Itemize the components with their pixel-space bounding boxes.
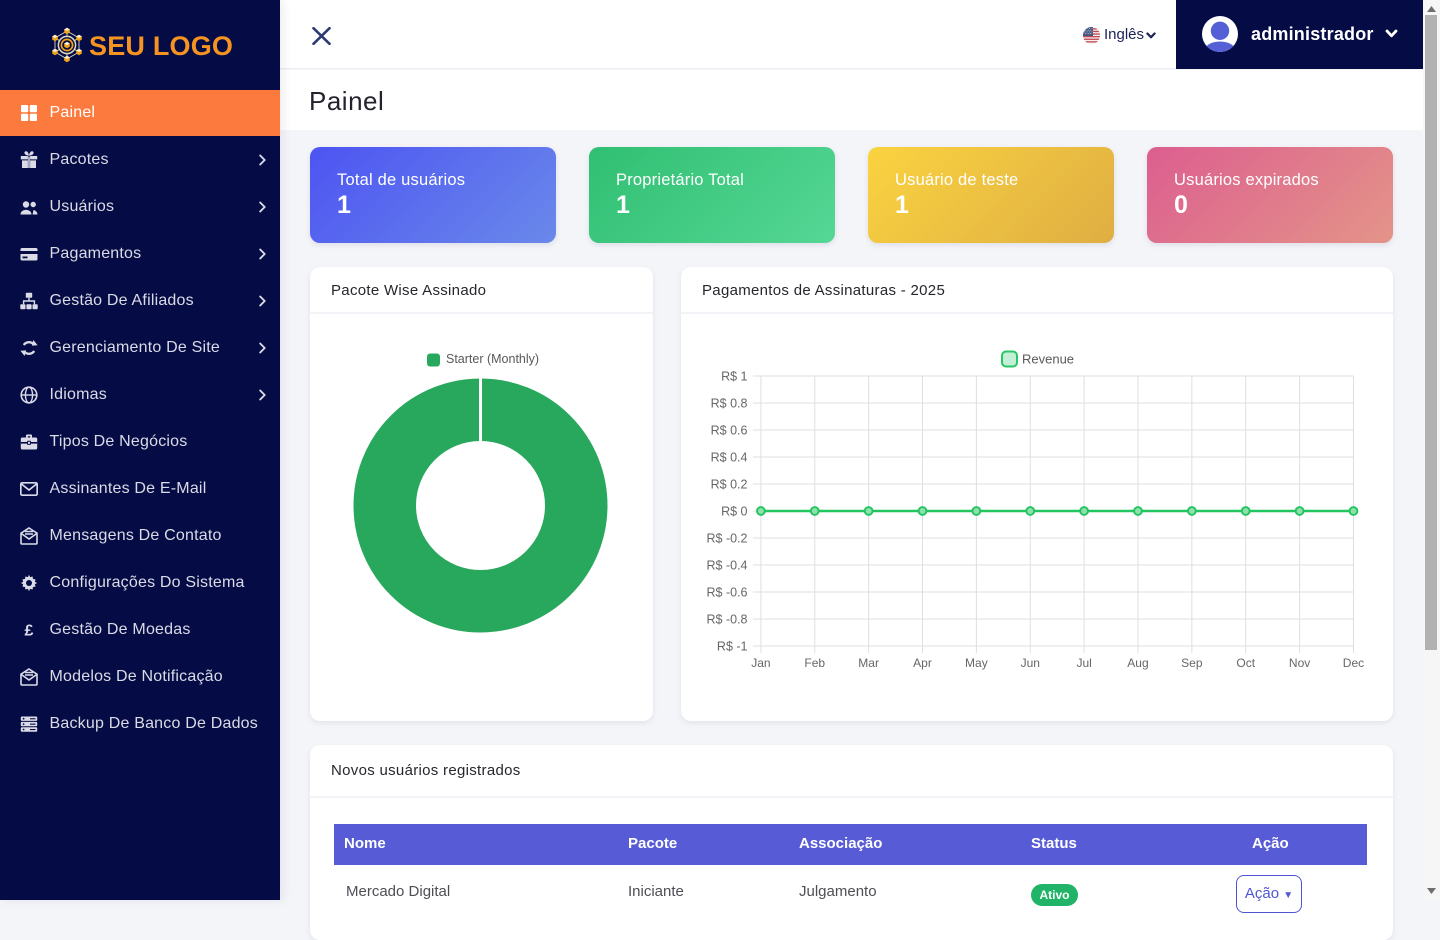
svg-text:Jan: Jan [751, 656, 770, 670]
svg-text:R$ 0.2: R$ 0.2 [711, 478, 748, 492]
svg-text:Revenue: Revenue [1022, 352, 1074, 367]
svg-text:Aug: Aug [1127, 656, 1148, 670]
svg-text:R$ 1: R$ 1 [721, 370, 747, 384]
svg-text:R$ 0.4: R$ 0.4 [711, 451, 748, 465]
svg-text:R$ 0.6: R$ 0.6 [711, 424, 748, 438]
svg-text:Jun: Jun [1021, 656, 1040, 670]
svg-text:R$ -0.6: R$ -0.6 [707, 586, 748, 600]
svg-text:R$ -0.4: R$ -0.4 [707, 559, 748, 573]
svg-text:R$ 0: R$ 0 [721, 505, 747, 519]
svg-text:Sep: Sep [1181, 656, 1203, 670]
svg-text:R$ 0.8: R$ 0.8 [711, 397, 748, 411]
svg-text:R$ -1: R$ -1 [717, 640, 748, 654]
svg-text:£: £ [24, 622, 33, 639]
svg-text:Apr: Apr [913, 656, 932, 670]
svg-text:Jul: Jul [1076, 656, 1091, 670]
svg-text:Starter (Monthly): Starter (Monthly) [446, 352, 539, 366]
svg-text:R$ -0.2: R$ -0.2 [707, 532, 748, 546]
svg-text:Dec: Dec [1343, 656, 1364, 670]
svg-text:Oct: Oct [1236, 656, 1255, 670]
svg-text:R$ -0.8: R$ -0.8 [707, 613, 748, 627]
svg-text:May: May [965, 656, 988, 670]
svg-text:Feb: Feb [804, 656, 825, 670]
svg-text:Nov: Nov [1289, 656, 1310, 670]
svg-text:Mar: Mar [858, 656, 879, 670]
